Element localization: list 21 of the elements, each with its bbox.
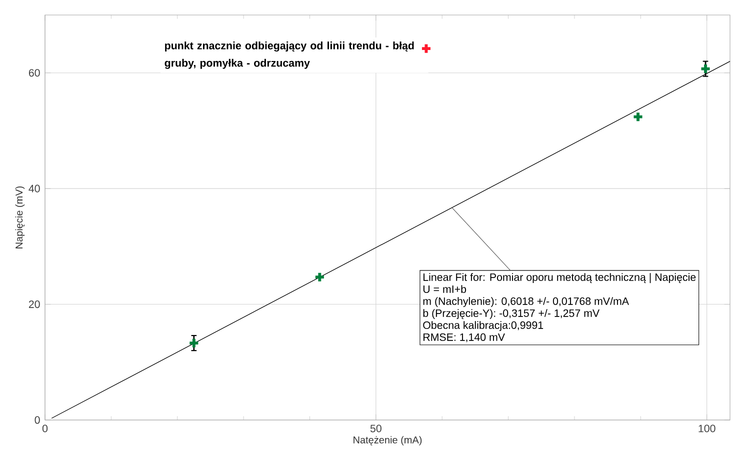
annotation: Obecna kalibracja:0,9991 — [423, 321, 544, 332]
y-tick-label: 40 — [28, 184, 40, 192]
point — [632, 111, 644, 123]
point — [700, 63, 712, 75]
annotation: Linear Fit for: Pomiar oporu metodą techniczną | Napięcie — [424, 273, 696, 284]
annotation: U = mI+b — [423, 285, 466, 293]
annotation: m (Nachylenie): 0,6018 +/- 0,01768 mV/mA — [423, 297, 629, 308]
y-tick-label: 60 — [28, 69, 40, 77]
annotation: punkt znacznie odbiegający od linii trendu - błąd gruby, pomyłka - odrzucamy — [164, 42, 414, 69]
y-axis-title: Napięcie (mV) — [15, 186, 25, 248]
x-tick-label: 50 — [370, 424, 382, 432]
point — [188, 337, 200, 349]
point — [420, 42, 432, 54]
y-tick-label: 0 — [34, 416, 40, 424]
x-tick-label: 0 — [42, 424, 48, 432]
y-tick-label: 20 — [28, 300, 40, 308]
x-tick-label: 100 — [698, 424, 716, 432]
point — [314, 271, 326, 283]
annotation: b (Przejęcie-Y): -0,3157 +/- 1,257 mV — [423, 309, 600, 320]
annotation: RMSE: 1,140 mV — [424, 333, 505, 342]
x-axis-title: Natężenie (mA) — [354, 436, 422, 446]
